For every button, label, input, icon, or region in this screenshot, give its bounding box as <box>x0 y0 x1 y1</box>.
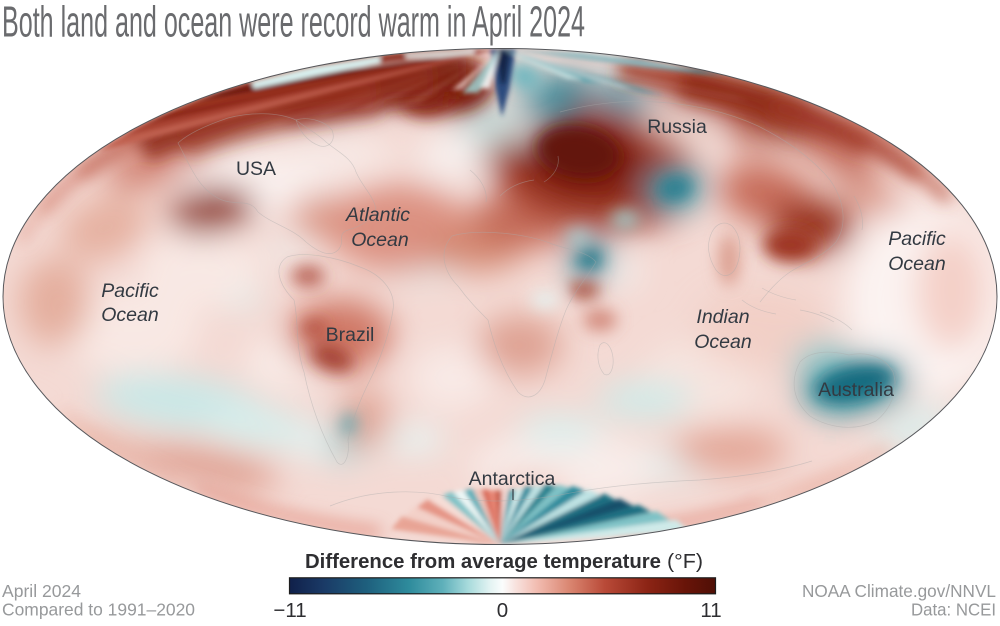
svg-text:Atlantic: Atlantic <box>345 204 410 226</box>
svg-text:Both land and ocean were recor: Both land and ocean were record warm in … <box>2 0 585 47</box>
svg-text:Data: NCEI: Data: NCEI <box>911 600 996 620</box>
svg-text:Ocean: Ocean <box>101 304 158 326</box>
svg-text:Indian: Indian <box>696 306 749 328</box>
svg-text:(°F): (°F) <box>667 551 703 573</box>
svg-text:0: 0 <box>497 599 508 622</box>
svg-text:USA: USA <box>236 158 276 180</box>
svg-text:Russia: Russia <box>647 116 707 138</box>
svg-text:−11: −11 <box>273 599 306 622</box>
svg-text:Compared to 1991–2020: Compared to 1991–2020 <box>2 600 195 620</box>
svg-text:Antarctica: Antarctica <box>469 468 556 490</box>
svg-text:Ocean: Ocean <box>351 229 408 251</box>
svg-text:Ocean: Ocean <box>694 331 751 353</box>
svg-text:Ocean: Ocean <box>888 253 945 275</box>
svg-text:Pacific: Pacific <box>888 228 946 250</box>
svg-text:April 2024: April 2024 <box>2 581 81 601</box>
svg-text:Brazil: Brazil <box>326 324 375 346</box>
svg-text:Pacific: Pacific <box>101 280 159 302</box>
svg-text:Difference from average temper: Difference from average temperature <box>305 551 661 573</box>
svg-text:11: 11 <box>700 599 721 622</box>
svg-text:Australia: Australia <box>818 379 894 401</box>
svg-text:NOAA Climate.gov/NNVL: NOAA Climate.gov/NNVL <box>802 581 996 601</box>
